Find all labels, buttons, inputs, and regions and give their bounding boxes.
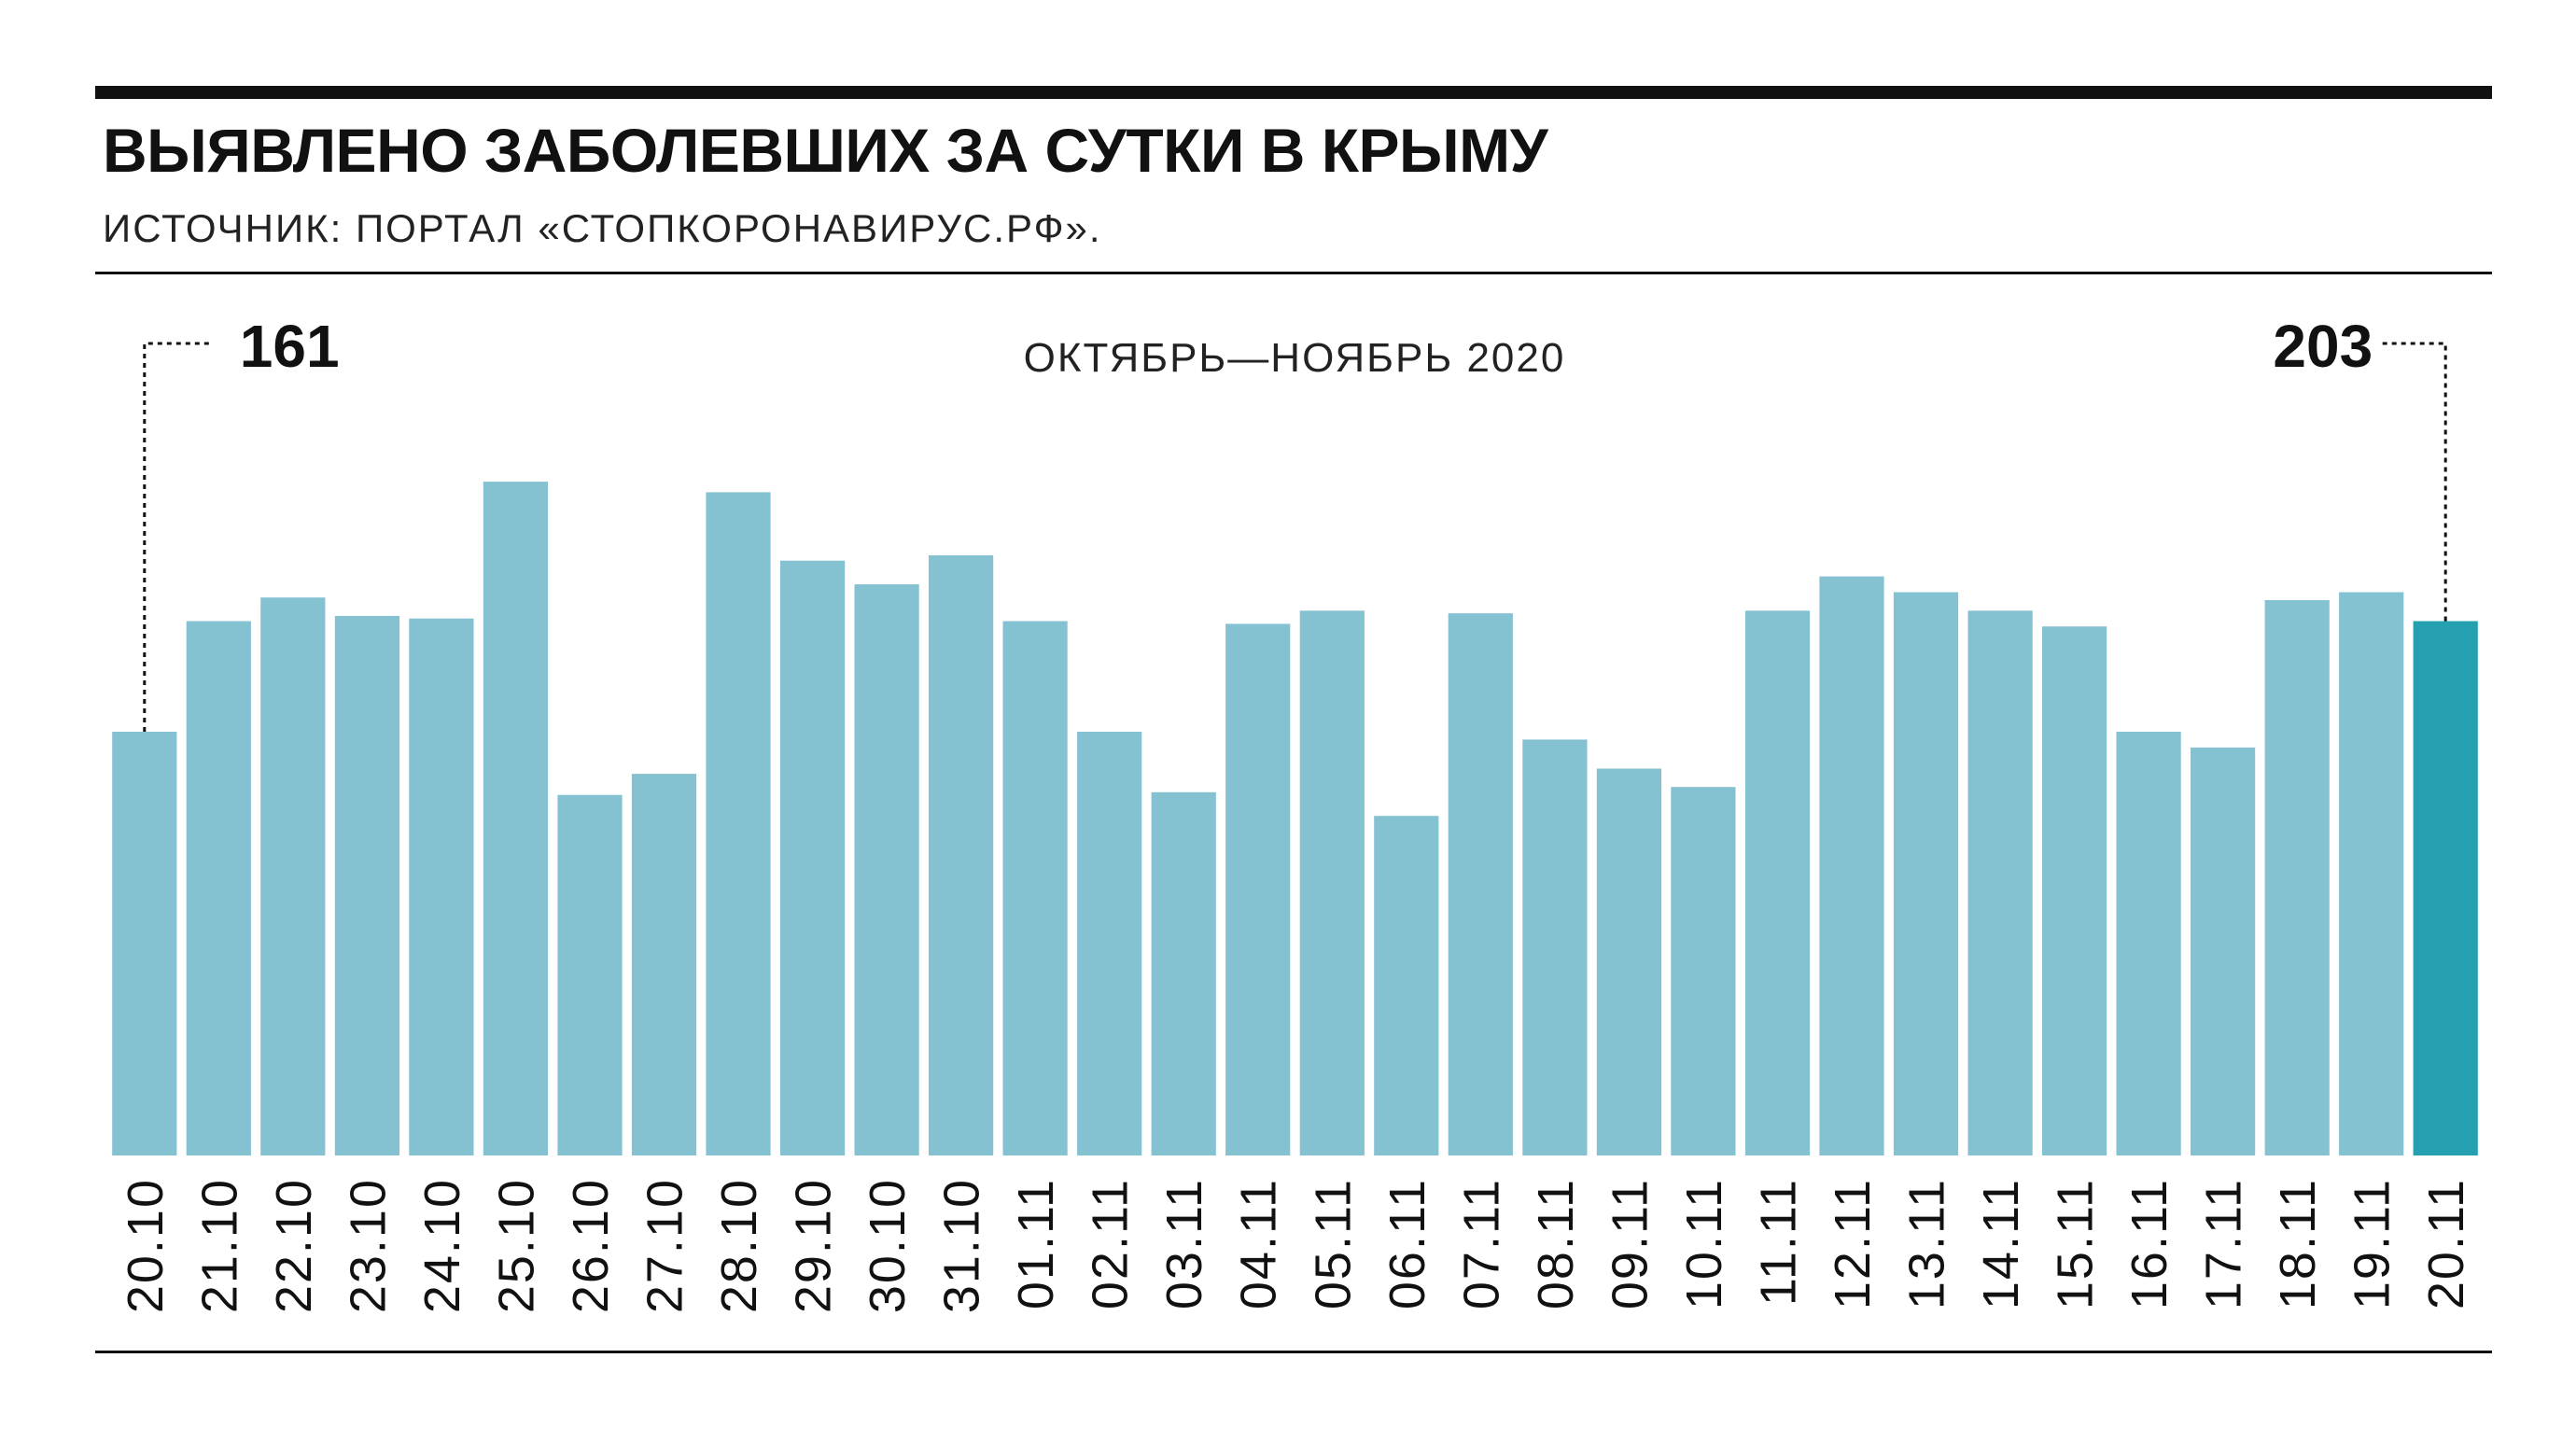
x-tick-label: 22.10 bbox=[266, 1178, 322, 1313]
x-tick-label: 31.10 bbox=[934, 1178, 990, 1313]
x-tick-label: 13.11 bbox=[1899, 1178, 1955, 1309]
x-tick-label: 25.10 bbox=[488, 1178, 544, 1313]
bar-15.11 bbox=[2042, 626, 2107, 1155]
x-tick-label: 21.10 bbox=[191, 1178, 247, 1313]
bar-19.11 bbox=[2339, 592, 2404, 1155]
bar-16.11 bbox=[2116, 732, 2181, 1155]
header-divider bbox=[95, 272, 2492, 274]
bar-10.11 bbox=[1671, 787, 1736, 1155]
chart-period-label: ОКТЯБРЬ—НОЯБРЬ 2020 bbox=[1024, 335, 1566, 381]
bar-25.10 bbox=[483, 482, 548, 1155]
bar-29.10 bbox=[780, 560, 846, 1155]
bar-08.11 bbox=[1522, 739, 1588, 1155]
callouts-group: 161 203 bbox=[143, 313, 2447, 732]
bar-20.11 bbox=[2413, 621, 2478, 1155]
callout-value-20.10: 161 bbox=[240, 313, 340, 380]
x-tick-labels: 20.10 21.10 22.10 23.10 24.10 25.10 26.10 27.10… bbox=[118, 1178, 2474, 1313]
bar-03.11 bbox=[1151, 791, 1216, 1155]
x-tick-label: 12.11 bbox=[1825, 1178, 1881, 1309]
x-tick-label: 19.11 bbox=[2345, 1178, 2401, 1309]
x-tick-label: 15.11 bbox=[2048, 1178, 2104, 1309]
x-tick-label: 03.11 bbox=[1156, 1178, 1212, 1309]
x-tick-label: 14.11 bbox=[1973, 1178, 2029, 1309]
x-tick-label: 11.11 bbox=[1751, 1178, 1807, 1306]
bar-30.10 bbox=[854, 584, 919, 1155]
top-rule bbox=[95, 86, 2492, 99]
chart-title: ВЫЯВЛЕНО ЗАБОЛЕВШИХ ЗА СУТКИ В КРЫМУ bbox=[103, 119, 1548, 181]
callout-leader-20.10 bbox=[143, 342, 210, 732]
bar-24.10 bbox=[409, 618, 474, 1155]
x-tick-label: 17.11 bbox=[2196, 1178, 2252, 1309]
x-tick-label: 27.10 bbox=[637, 1178, 693, 1313]
bottom-rule bbox=[95, 1351, 2492, 1353]
x-tick-label: 24.10 bbox=[414, 1178, 470, 1313]
x-tick-label: 05.11 bbox=[1305, 1178, 1361, 1309]
bar-17.11 bbox=[2191, 747, 2256, 1155]
x-tick-label: 26.10 bbox=[563, 1178, 619, 1313]
x-tick-label: 18.11 bbox=[2270, 1178, 2326, 1309]
bar-11.11 bbox=[1744, 610, 1811, 1155]
bar-02.11 bbox=[1077, 732, 1142, 1155]
x-tick-label: 23.10 bbox=[340, 1178, 396, 1313]
x-tick-label: 08.11 bbox=[1528, 1178, 1584, 1309]
bar-22.10 bbox=[260, 597, 326, 1155]
x-tick-label: 09.11 bbox=[1602, 1178, 1658, 1309]
bar-27.10 bbox=[631, 774, 697, 1155]
bar-06.11 bbox=[1374, 816, 1439, 1155]
bar-23.10 bbox=[334, 615, 399, 1155]
bar-18.11 bbox=[2264, 600, 2330, 1155]
bar-07.11 bbox=[1448, 613, 1513, 1155]
bar-21.10 bbox=[186, 621, 251, 1155]
bar-01.11 bbox=[1002, 621, 1068, 1155]
bar-13.11 bbox=[1893, 592, 1959, 1155]
bar-12.11 bbox=[1819, 576, 1884, 1155]
bar-26.10 bbox=[557, 794, 623, 1155]
x-tick-label: 01.11 bbox=[1008, 1178, 1064, 1309]
bar-20.10 bbox=[112, 732, 177, 1155]
x-tick-label: 07.11 bbox=[1453, 1178, 1509, 1309]
chart-title-main: ВЫЯВЛЕНО ЗАБОЛЕВШИХ ЗА СУТКИ В bbox=[103, 116, 1322, 185]
x-tick-label: 20.10 bbox=[118, 1178, 174, 1313]
x-tick-label: 02.11 bbox=[1083, 1178, 1139, 1309]
chart-source: ИСТОЧНИК: ПОРТАЛ «СТОПКОРОНАВИРУС.РФ». bbox=[103, 206, 1102, 250]
x-tick-label: 16.11 bbox=[2121, 1178, 2177, 1309]
x-tick-label: 30.10 bbox=[860, 1178, 916, 1313]
bar-04.11 bbox=[1225, 623, 1291, 1155]
x-tick-label: 29.10 bbox=[786, 1178, 842, 1313]
x-tick-label: 20.11 bbox=[2418, 1178, 2474, 1309]
bar-28.10 bbox=[706, 492, 771, 1155]
callout-value-20.11: 203 bbox=[2273, 313, 2373, 380]
x-tick-label: 28.10 bbox=[711, 1178, 767, 1313]
bar-14.11 bbox=[1967, 610, 2033, 1155]
bar-31.10 bbox=[929, 555, 994, 1155]
chart-title-bold: КРЫМУ bbox=[1321, 116, 1548, 185]
bars-group bbox=[112, 482, 2478, 1155]
x-tick-label: 04.11 bbox=[1231, 1178, 1287, 1309]
callout-leader-20.11 bbox=[2380, 342, 2447, 622]
bar-09.11 bbox=[1596, 768, 1661, 1155]
bar-05.11 bbox=[1299, 610, 1365, 1155]
x-tick-label: 10.11 bbox=[1676, 1178, 1732, 1309]
x-tick-label: 06.11 bbox=[1379, 1178, 1435, 1309]
